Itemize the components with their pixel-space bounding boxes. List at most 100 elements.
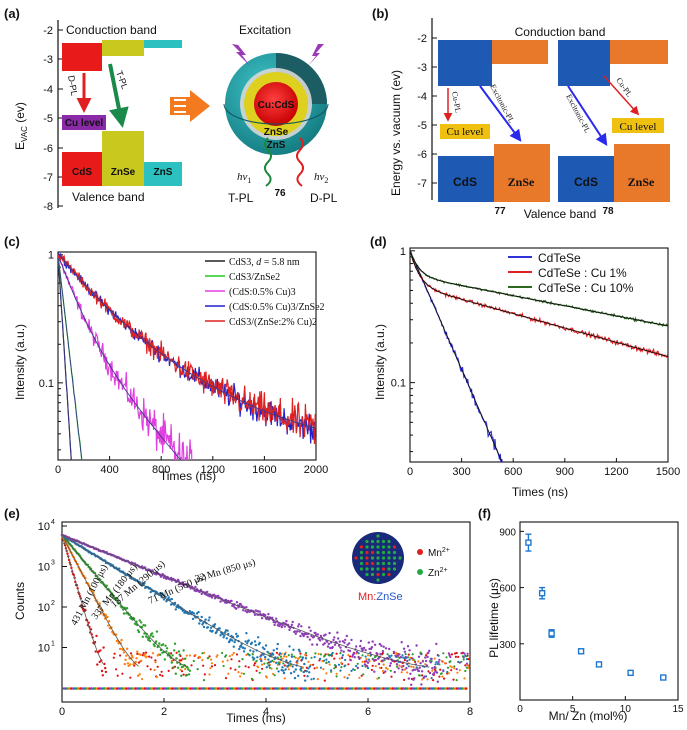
e-point — [312, 663, 315, 666]
e-point — [404, 655, 407, 659]
e-point — [442, 652, 445, 655]
e-point — [299, 634, 302, 638]
e-baseline-dot — [464, 687, 468, 690]
e-point — [238, 660, 241, 663]
e-baseline-dot — [110, 687, 113, 690]
e-point — [304, 657, 308, 660]
e-baseline-dot — [237, 687, 240, 690]
e-point — [365, 658, 368, 661]
e-baseline-dot — [426, 687, 429, 690]
e-baseline-dot — [104, 687, 108, 690]
e-point — [197, 610, 200, 614]
e-point — [300, 667, 303, 670]
e-baseline-dot — [299, 687, 303, 690]
e-point — [458, 669, 461, 672]
e-point — [251, 653, 254, 656]
mn-ion — [359, 545, 364, 549]
e-baseline-dot — [233, 687, 237, 690]
e-point — [358, 676, 361, 679]
e-point — [245, 606, 248, 609]
panel-e-label: (e) — [4, 506, 20, 521]
e-baseline-dot — [172, 687, 176, 690]
e-point — [345, 634, 348, 638]
e-baseline-dot — [77, 687, 80, 690]
zn-ion — [376, 534, 380, 538]
a-ytick-4: -5 — [43, 113, 53, 125]
e-baseline-dot — [169, 687, 172, 690]
e-point — [367, 641, 370, 644]
a-ytick-5: -6 — [43, 143, 53, 155]
e-point — [289, 672, 293, 675]
zn-ion — [370, 539, 375, 544]
e-point — [373, 643, 377, 646]
e-baseline-dot — [417, 687, 420, 690]
e-point — [208, 673, 211, 676]
e-point — [455, 679, 458, 682]
e-ytick-exp: 4 — [51, 519, 55, 526]
e-point — [125, 607, 129, 610]
e-point — [268, 652, 271, 655]
c-legend-0: CdS3, d = 5.8 nm — [229, 257, 300, 268]
e-point — [273, 674, 276, 677]
e-baseline-dot — [406, 687, 409, 690]
e-point — [319, 653, 322, 656]
e-point — [348, 649, 352, 653]
e-point — [99, 649, 102, 652]
f-xtick-label: 15 — [672, 704, 684, 715]
e-point — [247, 666, 250, 669]
e-baseline-dot — [70, 687, 73, 690]
e-point — [315, 666, 319, 669]
e-point — [366, 665, 369, 668]
c-xtick-label: 2000 — [304, 464, 328, 476]
zn-ion — [370, 572, 375, 577]
e-point — [408, 658, 411, 661]
e-point — [372, 658, 375, 661]
e-point — [164, 644, 167, 647]
e-baseline-dot — [450, 687, 453, 690]
e-point — [171, 654, 174, 657]
f-xtick-label: 5 — [570, 704, 576, 715]
e-point — [276, 656, 279, 659]
e-baseline-dot — [266, 687, 270, 690]
f-xtick-label: 0 — [517, 704, 523, 715]
e-point — [449, 655, 452, 659]
e-point — [288, 645, 291, 648]
e-baseline-dot — [384, 687, 387, 690]
e-baseline-dot — [235, 687, 238, 690]
e-point — [265, 676, 268, 679]
e-point — [130, 654, 133, 657]
e-baseline-dot — [128, 687, 132, 690]
e-point — [378, 666, 381, 669]
e-point — [247, 639, 250, 642]
e-point — [147, 637, 151, 640]
e-point — [294, 656, 297, 659]
e-point — [357, 652, 360, 655]
d-xtick-label: 1500 — [656, 466, 680, 478]
e-point — [380, 644, 383, 647]
e-point — [382, 671, 385, 675]
e-point — [202, 664, 205, 667]
e-point — [310, 656, 313, 659]
e-point — [463, 652, 466, 655]
e-baseline-dot — [439, 687, 442, 690]
e-baseline-dot — [178, 687, 181, 690]
e-point — [154, 661, 157, 664]
e-point — [138, 619, 141, 622]
e-baseline-dot — [149, 687, 152, 690]
b-ytick-2: -3 — [417, 62, 427, 74]
e-point — [418, 674, 421, 677]
e-baseline-dot — [340, 687, 343, 690]
e-point — [136, 650, 139, 653]
e-point — [464, 654, 467, 657]
e-point — [244, 640, 247, 643]
e-point — [170, 597, 173, 601]
e-point — [280, 625, 283, 629]
e-baseline-dot — [376, 687, 380, 690]
e-point — [366, 661, 370, 664]
e-point — [240, 672, 243, 675]
e-baseline-dot — [229, 687, 233, 690]
e-point — [355, 645, 358, 648]
e-point — [154, 659, 157, 662]
panel-b-y-ticks: -2 -3 -4 -5 -6 -7 — [417, 33, 437, 190]
